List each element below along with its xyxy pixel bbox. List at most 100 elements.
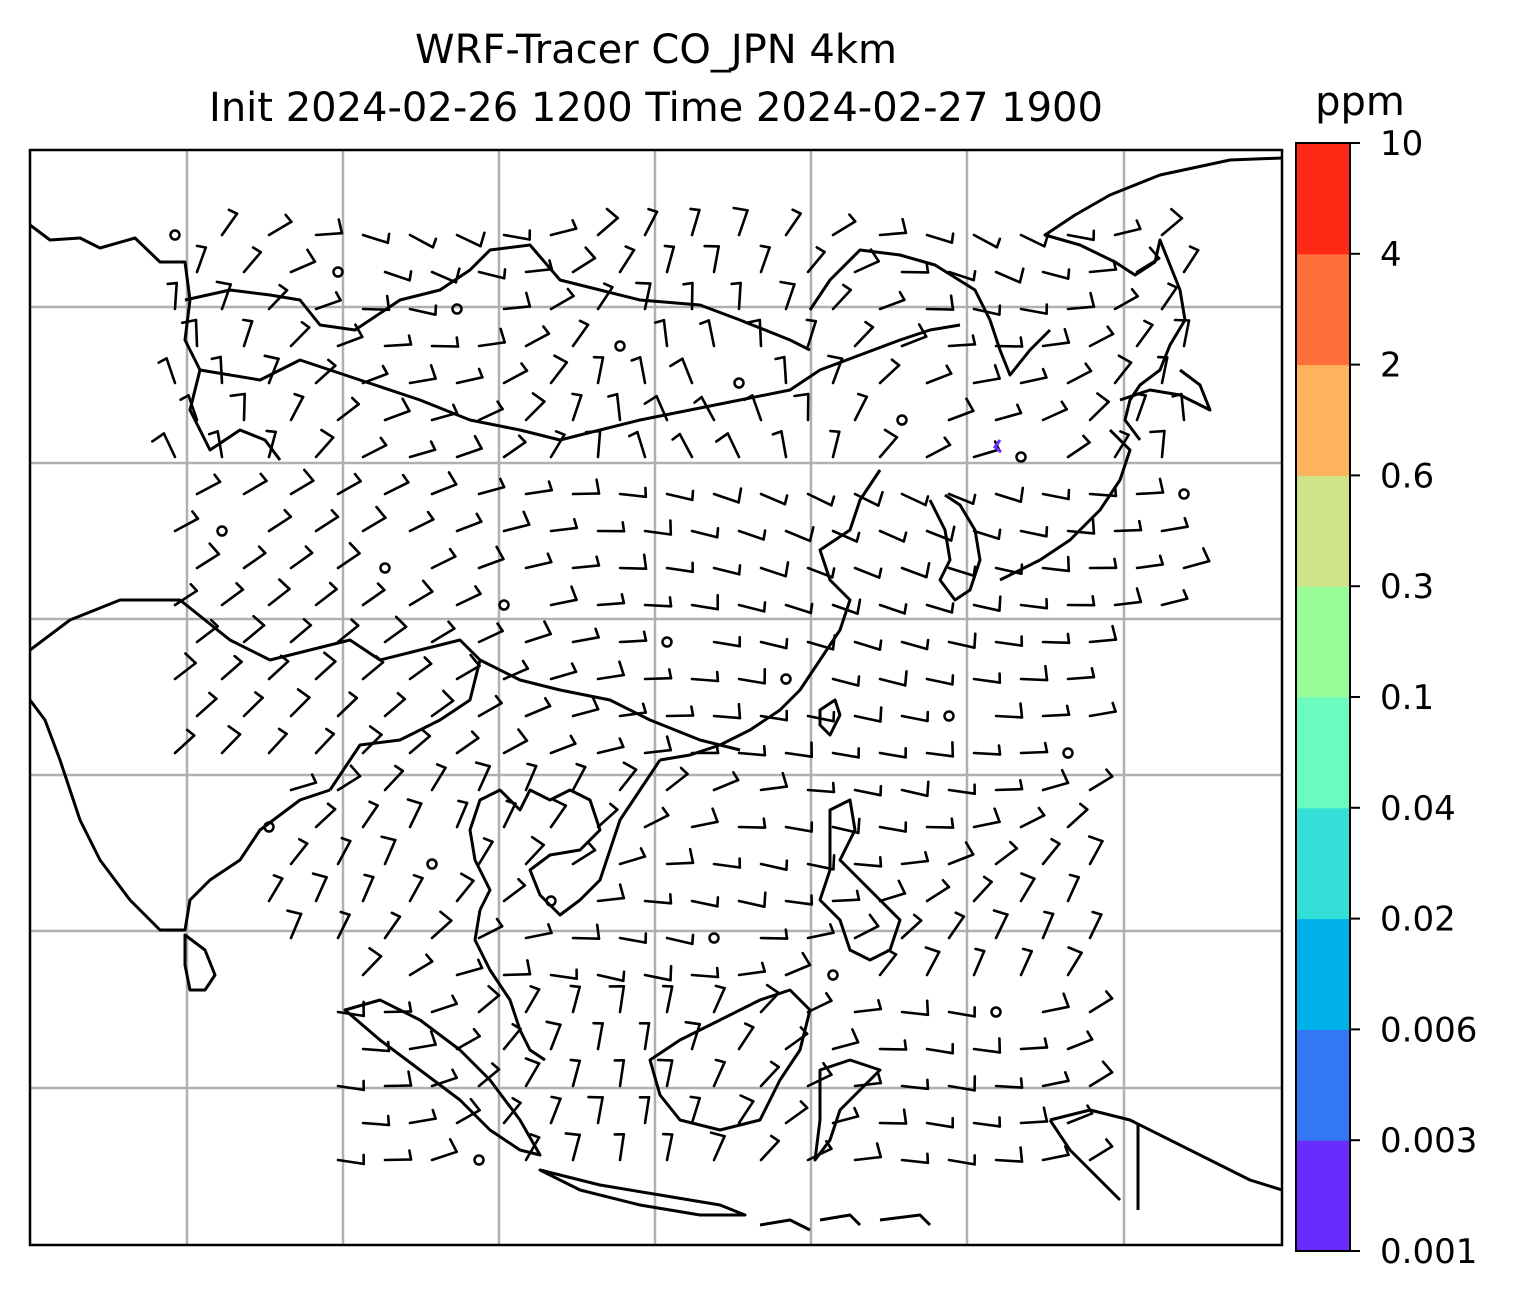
wind-barb <box>1041 704 1071 718</box>
wind-barb <box>806 991 833 1014</box>
wind-barb <box>608 984 626 1014</box>
wind-barb <box>455 958 484 977</box>
wind-barb <box>430 910 453 940</box>
wind-barb <box>1066 946 1083 977</box>
wind-barb <box>925 436 952 459</box>
wind-barb <box>831 675 861 687</box>
calm-marker <box>426 858 438 870</box>
wind-barb <box>210 355 224 385</box>
wind-barb <box>972 595 1002 613</box>
coastline-siberia-coast <box>808 248 1052 377</box>
wind-barb <box>524 552 553 570</box>
wind-barb <box>571 319 590 348</box>
wind-barb <box>430 471 458 496</box>
wind-barb <box>1088 557 1118 570</box>
wind-barb <box>774 355 788 385</box>
wind-barb <box>1066 1030 1094 1051</box>
wind-barb <box>314 218 344 237</box>
wind-barb <box>220 581 245 607</box>
wind-barb <box>361 946 383 977</box>
wind-barb <box>947 397 975 422</box>
wind-barb <box>587 1095 604 1125</box>
wind-barb <box>1160 516 1189 533</box>
wind-barb <box>643 394 669 422</box>
wind-barb <box>613 1133 626 1162</box>
calm-marker <box>827 969 839 981</box>
wind-barb <box>759 492 789 506</box>
wind-barb <box>1066 666 1096 681</box>
wind-barb <box>737 961 767 977</box>
wind-barb <box>336 1079 366 1092</box>
wind-barb <box>831 1106 860 1125</box>
calm-marker <box>1062 747 1074 759</box>
wind-barb <box>1135 319 1154 348</box>
wind-barb <box>665 705 695 718</box>
coastline-japan-hokkaido <box>1119 368 1212 412</box>
wind-barb <box>709 1131 726 1162</box>
wind-barb <box>406 798 423 829</box>
wind-barb <box>1182 245 1200 274</box>
wind-barb <box>455 512 483 533</box>
colorbar-tick-label: 0.3 <box>1380 567 1434 607</box>
wind-barb <box>1066 873 1080 903</box>
wind-barb <box>690 670 720 683</box>
wind-barb <box>455 434 483 459</box>
wind-barb <box>994 267 1025 284</box>
wind-barb <box>737 891 767 909</box>
wind-barb <box>195 473 222 496</box>
wind-barb <box>477 400 504 422</box>
wind-barb <box>1160 282 1178 311</box>
calm-marker <box>263 821 275 833</box>
wind-barb <box>607 392 622 422</box>
wind-barb <box>784 1026 809 1051</box>
wind-barb <box>1041 910 1055 940</box>
wind-barb <box>831 889 861 903</box>
wind-barb <box>853 566 883 579</box>
wind-barb <box>195 244 208 274</box>
wind-barb <box>744 318 763 348</box>
wind-barb <box>661 984 674 1014</box>
wind-barb <box>151 432 177 459</box>
calm-marker <box>896 414 908 426</box>
calm-marker <box>990 1006 1002 1018</box>
wind-barb <box>430 267 461 284</box>
wind-barb <box>643 596 673 608</box>
wind-barb <box>455 1027 481 1051</box>
wind-barb <box>267 508 293 533</box>
wind-barb <box>242 614 266 644</box>
wind-barb <box>665 561 695 574</box>
wind-barb <box>806 1061 833 1088</box>
wind-barb <box>712 487 743 504</box>
wind-barb <box>925 294 955 311</box>
tracer-marker <box>992 439 1002 454</box>
wind-barb <box>972 875 993 903</box>
wind-barb <box>524 1133 541 1162</box>
wind-barb <box>878 603 908 615</box>
wind-barb <box>477 545 505 570</box>
coastline-malay-peninsula <box>473 909 546 1062</box>
wind-barb <box>759 244 771 274</box>
wind-barb <box>618 630 648 644</box>
wind-barb <box>549 734 577 755</box>
wind-barb <box>361 505 387 533</box>
wind-barb <box>314 428 335 459</box>
wind-barb <box>289 392 305 422</box>
wind-barb <box>972 947 986 977</box>
wind-barb <box>383 1149 413 1162</box>
wind-barb <box>267 654 290 681</box>
wind-barb <box>759 561 790 578</box>
wind-barb <box>712 1058 726 1088</box>
colorbar-segment <box>1296 364 1350 476</box>
colorbar-segment <box>1296 918 1350 1030</box>
wind-barb <box>263 354 280 385</box>
wind-barb <box>947 269 977 282</box>
wind-barb <box>972 807 1001 829</box>
wind-barb <box>947 783 977 796</box>
wind-barb <box>361 1114 391 1127</box>
wind-barb <box>571 762 587 792</box>
wind-barb <box>361 582 386 607</box>
wind-barb <box>806 246 826 274</box>
wind-barb <box>1160 207 1184 237</box>
wind-barb <box>992 909 1009 940</box>
